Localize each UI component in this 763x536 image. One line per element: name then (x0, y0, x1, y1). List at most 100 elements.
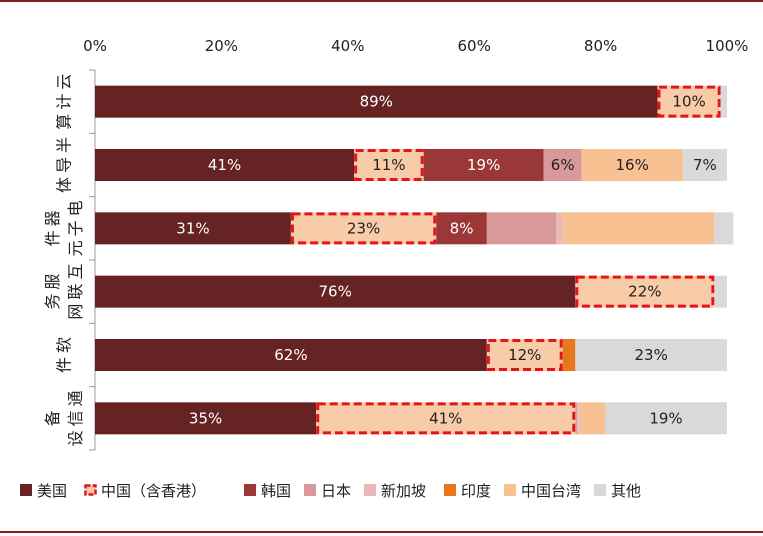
bar-data-label: 31% (176, 219, 209, 237)
bar-data-label: 19% (467, 156, 500, 174)
bar-segment (316, 402, 576, 435)
bar-data-label: 7% (693, 156, 717, 174)
bar-data-label: 22% (628, 283, 661, 301)
x-tick-label: 80% (584, 37, 617, 55)
bar-data-label: 23% (347, 219, 380, 237)
category-label: 云计算 (55, 74, 74, 130)
x-tick-label: 40% (331, 37, 364, 55)
x-tick-label: 60% (458, 37, 491, 55)
bar-segment (95, 275, 576, 308)
bar-segment (657, 85, 721, 118)
bar-data-label: 41% (208, 156, 241, 174)
legend-label: 中国（含香港） (101, 482, 206, 500)
bar-data-label: 8% (450, 219, 474, 237)
bar-segment (290, 212, 437, 245)
legend-label: 其他 (611, 482, 641, 500)
bar-segment (543, 149, 582, 181)
category-label-char: 体 (55, 177, 74, 193)
x-tick-label: 100% (706, 37, 749, 55)
bar-segment (486, 212, 557, 245)
bar-segment (556, 212, 563, 245)
legend-swatch (504, 484, 516, 496)
category-label-char: 通 (66, 390, 85, 406)
bar-data-label: 41% (429, 409, 462, 427)
legend-label: 美国 (37, 482, 67, 500)
legend-label: 韩国 (261, 482, 291, 500)
legend-label: 中国台湾 (521, 482, 581, 500)
category-label-char: 导 (55, 157, 74, 173)
bar-segment (95, 339, 487, 371)
legend-swatch (364, 484, 376, 496)
category-label-char: 软 (55, 337, 74, 353)
bar-segment (682, 149, 727, 181)
bar-segment (605, 402, 727, 435)
bar-data-label: 19% (649, 409, 682, 427)
bar-segment (579, 402, 606, 435)
legend-swatch (304, 484, 316, 496)
bar-segment (354, 149, 424, 181)
bottom-rule (0, 531, 763, 533)
bar-data-label: 10% (672, 93, 705, 111)
category-label-char: 子 (66, 220, 85, 236)
category-label-char: 件 (43, 230, 62, 246)
bar-segment (562, 212, 715, 245)
bar-segment (577, 402, 580, 435)
bar-segment (581, 149, 683, 181)
category-label: 软件 (55, 337, 74, 373)
legend-swatch (20, 484, 32, 496)
bar-segment (423, 149, 544, 181)
bar-segment (95, 149, 355, 181)
bar-data-label: 23% (634, 346, 667, 364)
category-label: 半导体 (55, 137, 74, 193)
bar-segment (575, 275, 715, 308)
category-label-char: 器 (43, 210, 62, 226)
bar-data-label: 62% (274, 346, 307, 364)
legend-swatch (244, 484, 256, 496)
category-label-char: 算 (55, 114, 74, 130)
bar-segment (436, 212, 487, 245)
bar-segment (714, 212, 734, 245)
legend-label: 日本 (321, 482, 351, 500)
legend-label: 新加坡 (381, 482, 426, 500)
bar-data-label: 16% (616, 156, 649, 174)
x-tick-label: 20% (205, 37, 238, 55)
highlight-dashed-box (657, 85, 721, 118)
bar-segment (720, 85, 727, 118)
bar-data-label: 76% (318, 283, 351, 301)
highlight-dashed-box (575, 275, 715, 308)
bar-segment (562, 339, 576, 371)
bar-data-label: 35% (189, 409, 222, 427)
bar-data-label: 6% (551, 156, 575, 174)
legend-label: 印度 (461, 482, 491, 500)
bar-data-label: 11% (372, 156, 405, 174)
top-rule (0, 0, 763, 2)
legend-swatch (84, 484, 97, 496)
category-label-char: 信 (66, 410, 85, 426)
highlight-dashed-box (290, 212, 437, 245)
bar-segment (95, 85, 658, 118)
bar-segment (575, 339, 727, 371)
bar-segment (714, 275, 727, 308)
category-label-char: 设 (66, 430, 85, 446)
bar-segment (575, 402, 578, 435)
bar-data-label: 12% (508, 346, 541, 364)
legend-swatch (444, 484, 456, 496)
bar-segment (95, 212, 291, 245)
highlight-dashed-box (316, 402, 576, 435)
category-label-char: 半 (55, 137, 74, 153)
category-label-char: 电 (66, 200, 85, 216)
category-label-char: 云 (55, 74, 74, 90)
category-label-char: 务 (43, 294, 62, 310)
category-label-char: 联 (66, 284, 85, 300)
bar-data-label: 89% (360, 93, 393, 111)
category-label-char: 计 (55, 94, 74, 110)
category-label-char: 备 (43, 410, 62, 426)
highlight-dashed-box (486, 339, 563, 371)
category-label-char: 网 (66, 304, 85, 320)
category-label-char: 服 (43, 274, 62, 290)
